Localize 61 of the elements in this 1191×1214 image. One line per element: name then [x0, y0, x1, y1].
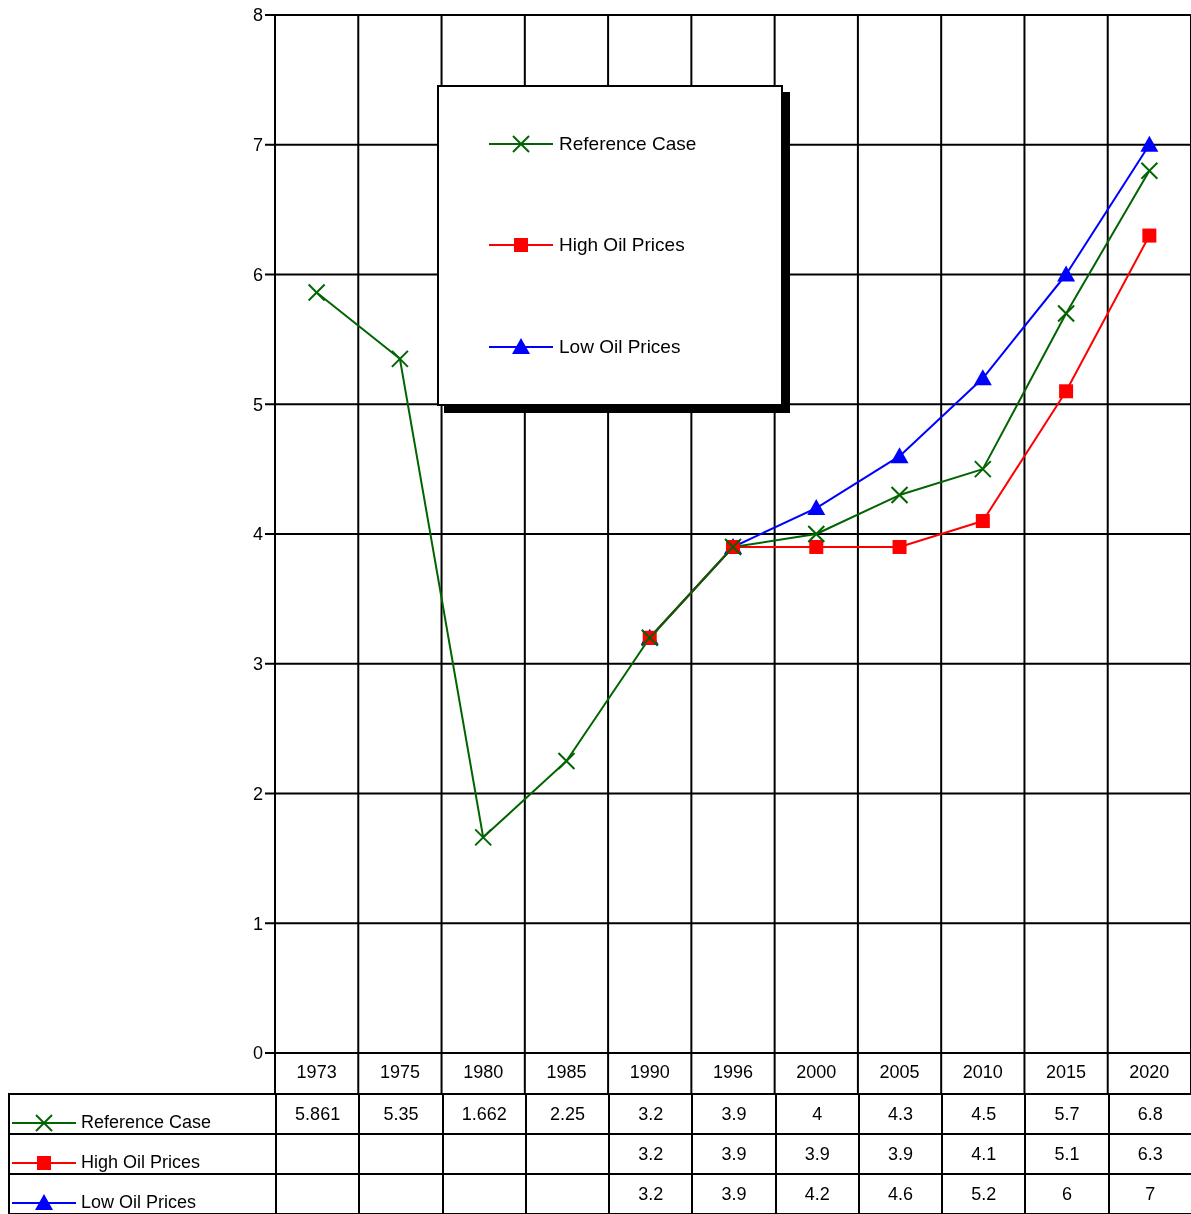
data-label: 5.7 [1025, 1094, 1109, 1134]
data-label: 5.861 [276, 1094, 360, 1134]
y-tick-label: 1 [252, 913, 263, 934]
point [890, 447, 909, 464]
text: High Oil Prices [81, 1151, 201, 1172]
data-label: 5.2 [942, 1174, 1026, 1214]
data-label: 6.3 [1108, 1134, 1191, 1174]
point [809, 539, 824, 554]
data-label: 4.5 [942, 1094, 1026, 1134]
point [1140, 135, 1159, 152]
data-label: 4.3 [858, 1094, 943, 1134]
x-tick-label: 1980 [463, 1061, 504, 1082]
x-tick-label: 1985 [546, 1061, 587, 1082]
point [1059, 384, 1074, 399]
data-label: 3.2 [609, 1094, 693, 1134]
point [1142, 228, 1157, 243]
point [975, 514, 990, 529]
data-label: 4 [775, 1094, 859, 1134]
data-label: 4.2 [775, 1174, 859, 1214]
data-label: 2.25 [525, 1094, 610, 1134]
text: Reference Case [81, 1111, 212, 1132]
x-tick-label: 1996 [712, 1061, 754, 1082]
legend-label: High Oil Prices [559, 234, 685, 257]
data-label: 3.9 [775, 1134, 859, 1174]
text: Low Oil Prices [81, 1191, 197, 1212]
data-label: 5.1 [1025, 1134, 1109, 1174]
y-tick-label: 4 [252, 524, 263, 545]
y-tick-label: 0 [252, 1043, 263, 1064]
x-tick-label: 2015 [1046, 1061, 1087, 1082]
y-tick-label: 6 [252, 264, 263, 285]
y-tick-label: 2 [252, 783, 263, 804]
x-tick-label: 2020 [1129, 1061, 1170, 1082]
y-tick-label: 5 [252, 394, 263, 415]
x-tick-label: 2000 [796, 1061, 837, 1082]
point [892, 539, 907, 554]
legend-label: Reference Case [559, 132, 697, 155]
x-tick-label: 1973 [296, 1061, 337, 1082]
x-tick-label: 1990 [629, 1061, 670, 1082]
data-label: 4.1 [942, 1134, 1026, 1174]
data-label: 6 [1025, 1174, 1109, 1214]
data-label: 4.6 [858, 1174, 943, 1214]
point [807, 499, 826, 516]
data-label: 6.8 [1108, 1094, 1191, 1134]
data-label: 5.35 [359, 1094, 443, 1134]
data-label: 3.9 [692, 1174, 776, 1214]
legend-label: Low Oil Prices [559, 336, 681, 359]
data-label: 1.662 [442, 1094, 526, 1134]
x-tick-label: 2010 [962, 1061, 1003, 1082]
data-label: 3.2 [609, 1134, 693, 1174]
y-tick-label: 3 [252, 654, 263, 675]
data-label: 3.9 [858, 1134, 943, 1174]
data-label: 7 [1108, 1174, 1191, 1214]
x-tick-label: 2005 [879, 1061, 920, 1082]
point [1057, 265, 1076, 282]
point [973, 369, 992, 386]
data-label: 3.9 [692, 1094, 776, 1134]
data-label: 3.9 [692, 1134, 776, 1174]
y-tick-label: 8 [252, 5, 263, 26]
y-tick-label: 7 [252, 135, 263, 156]
data-label: 3.2 [609, 1174, 693, 1214]
x-tick-label: 1975 [379, 1061, 420, 1082]
